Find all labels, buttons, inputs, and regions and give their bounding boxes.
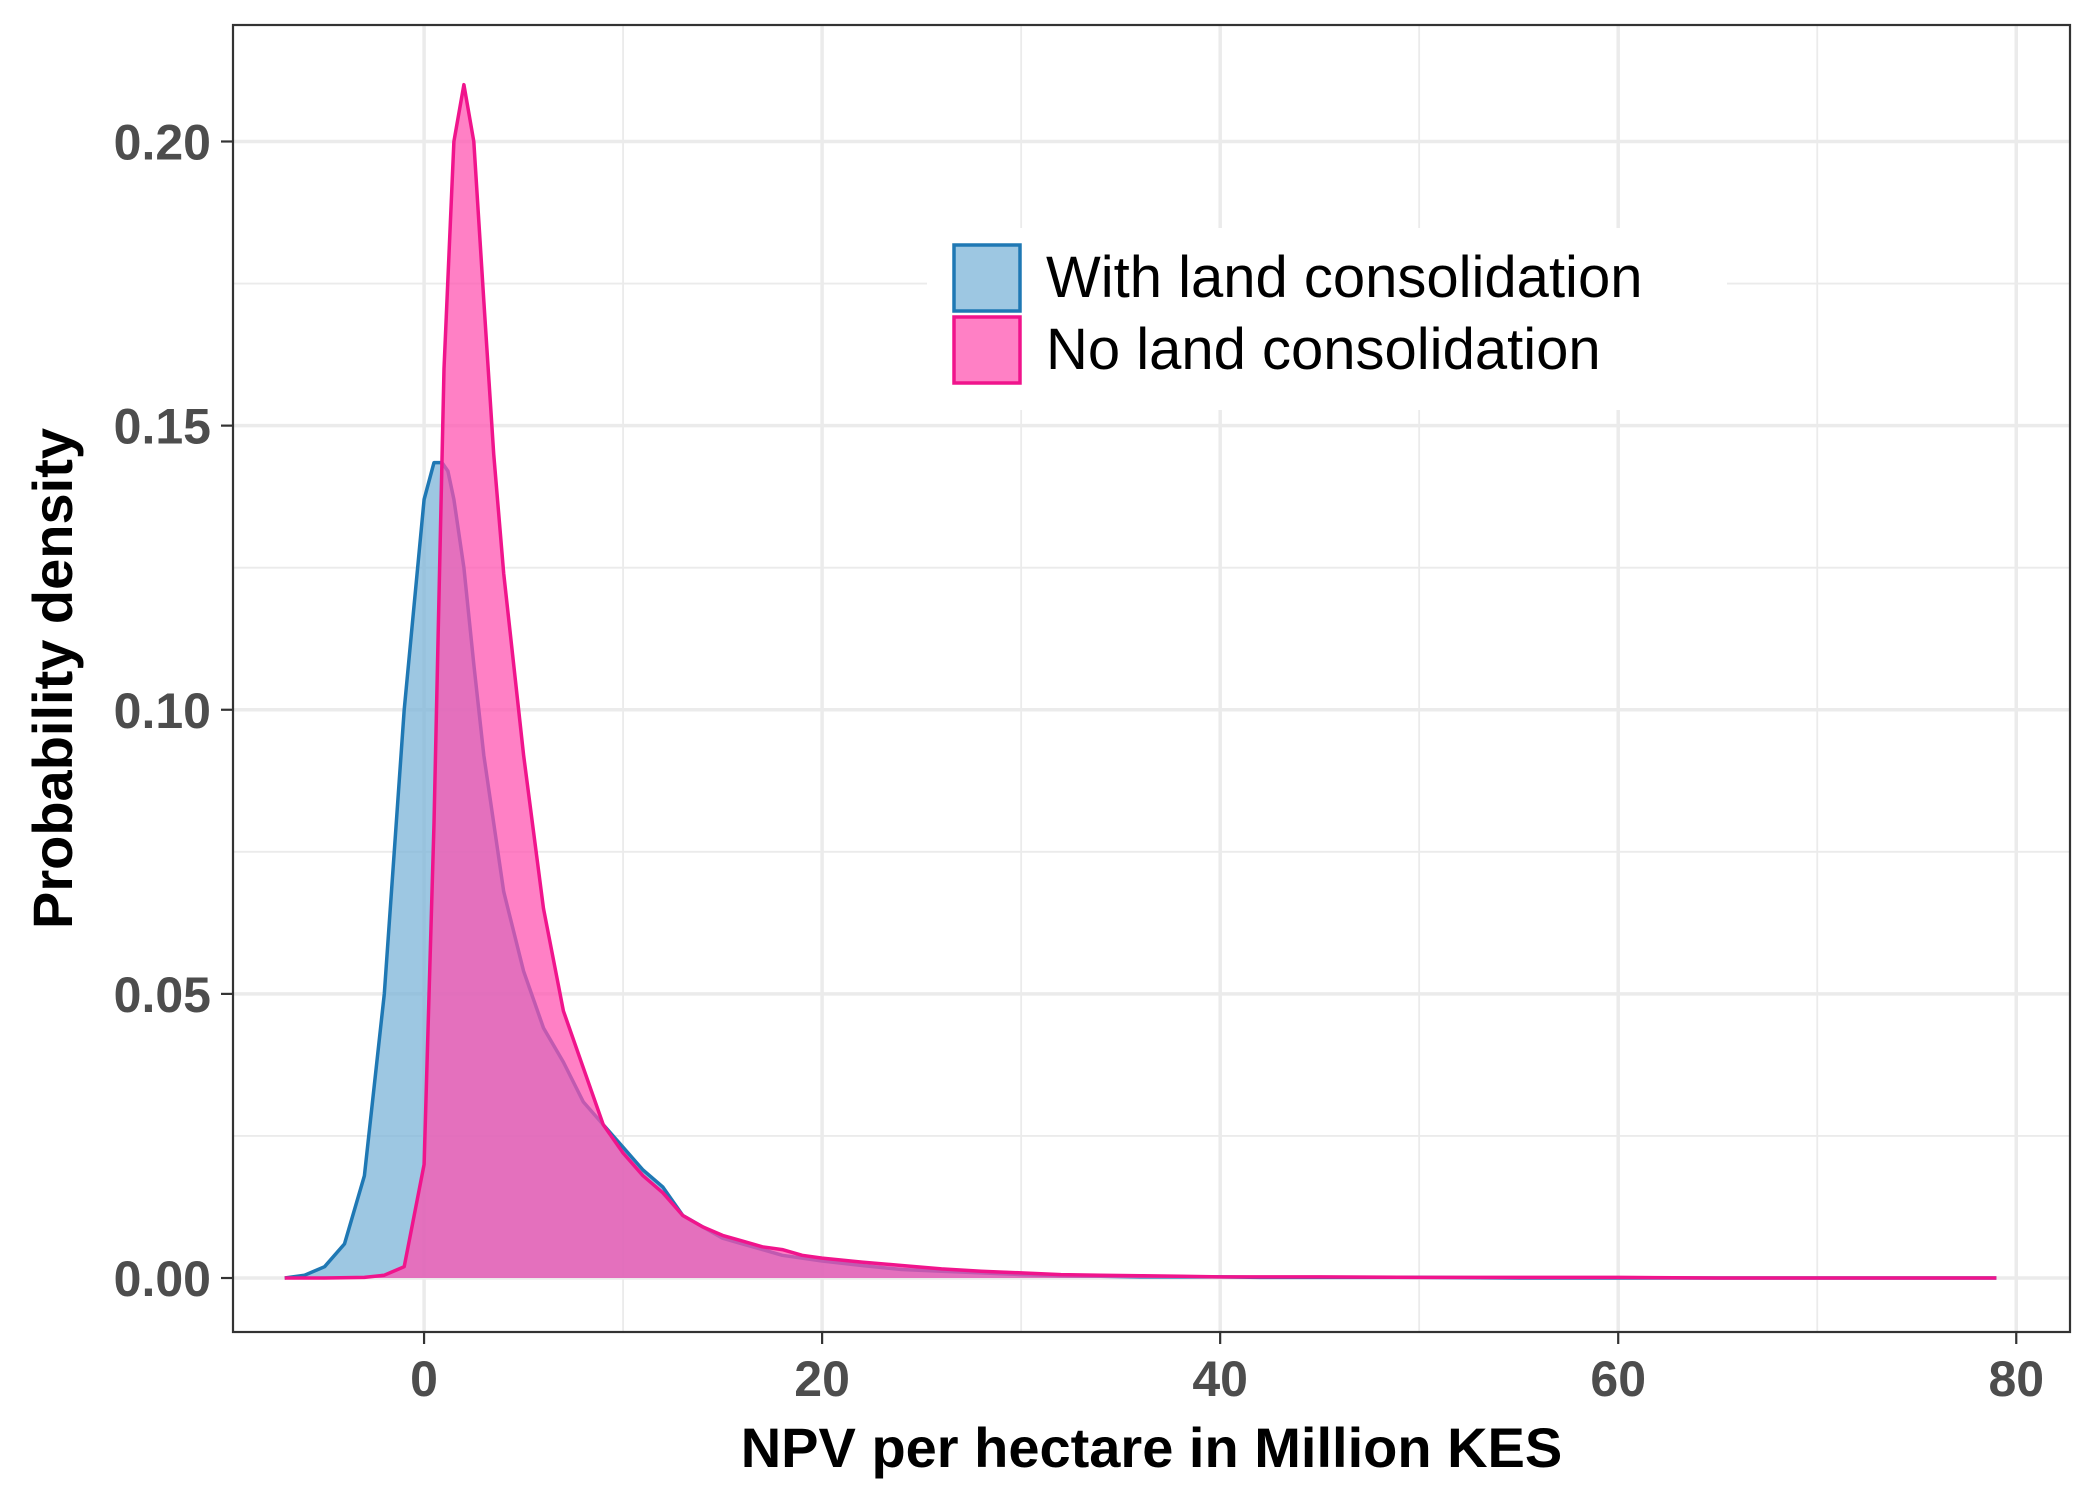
x-tick-label: 0 bbox=[410, 1351, 438, 1407]
y-tick-label: 0.00 bbox=[114, 1251, 211, 1307]
legend-background bbox=[927, 228, 1727, 410]
density-line-no-consolidation bbox=[284, 82, 1997, 1280]
y-tick-label: 0.15 bbox=[114, 399, 211, 455]
y-tick-label: 0.05 bbox=[114, 967, 211, 1023]
density-area-no-consolidation bbox=[284, 84, 1997, 1279]
density-series bbox=[284, 82, 1997, 1280]
x-tick-label: 80 bbox=[1988, 1351, 2044, 1407]
plot-border bbox=[231, 23, 2072, 1334]
y-axis-title: Probability density bbox=[21, 428, 84, 929]
plot-panel: With land consolidation No land consolida… bbox=[231, 23, 2072, 1334]
x-axis: 0 20 40 60 80 bbox=[410, 1332, 2044, 1407]
y-axis: 0.00 0.05 0.10 0.15 0.20 bbox=[114, 114, 233, 1307]
legend-label-with-consolidation: With land consolidation bbox=[1046, 245, 1642, 310]
y-tick-label: 0.10 bbox=[114, 683, 211, 739]
x-tick-label: 20 bbox=[794, 1351, 850, 1407]
legend-label-no-consolidation: No land consolidation bbox=[1046, 317, 1601, 382]
x-tick-label: 60 bbox=[1590, 1351, 1646, 1407]
y-tick-label: 0.20 bbox=[114, 114, 211, 170]
x-axis-title: NPV per hectare in Million KES bbox=[741, 1416, 1563, 1479]
legend-key-with-consolidation bbox=[952, 243, 1022, 313]
legend-key-no-consolidation bbox=[952, 315, 1022, 385]
legend: With land consolidation No land consolida… bbox=[927, 228, 1727, 410]
x-tick-label: 40 bbox=[1192, 1351, 1248, 1407]
